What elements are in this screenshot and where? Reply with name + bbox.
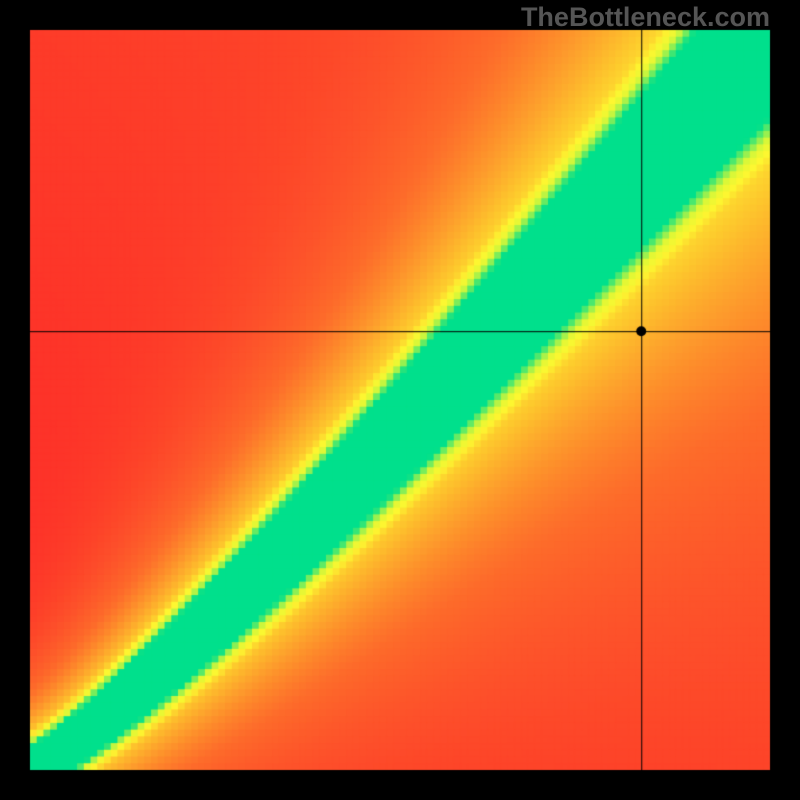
bottleneck-heatmap [0,0,800,800]
watermark-text: TheBottleneck.com [521,2,770,33]
